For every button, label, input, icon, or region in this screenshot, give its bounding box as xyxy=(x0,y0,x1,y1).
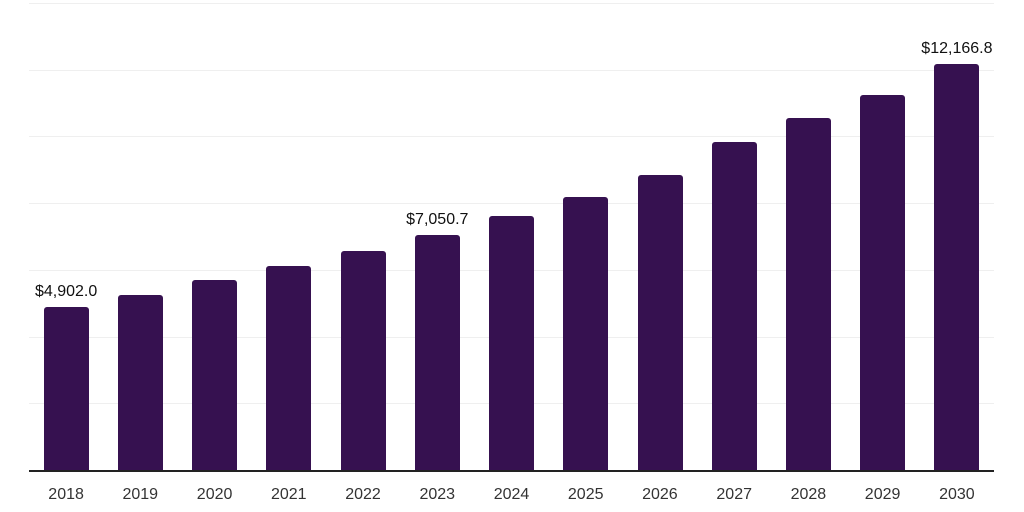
x-tick-2019: 2019 xyxy=(122,486,159,503)
x-tick-2022: 2022 xyxy=(345,486,381,503)
bar-2018[interactable] xyxy=(43,306,89,470)
bar-2030[interactable] xyxy=(934,64,980,470)
x-tick-2025: 2025 xyxy=(567,486,604,503)
bar-2022[interactable] xyxy=(340,251,386,470)
bar-2024[interactable] xyxy=(489,215,534,470)
x-tick-2023: 2023 xyxy=(419,486,456,503)
bar-2027[interactable] xyxy=(711,142,757,470)
value-label-2018: $4,902.0 xyxy=(34,282,98,300)
bar-2025[interactable] xyxy=(563,196,609,470)
gridline-12000 xyxy=(29,70,994,71)
x-tick-2030: 2030 xyxy=(939,486,975,503)
gridline-10000 xyxy=(29,136,994,137)
x-tick-2020: 2020 xyxy=(196,486,233,503)
bar-2029[interactable] xyxy=(860,94,906,470)
gridline-14000 xyxy=(29,3,994,4)
bar-2021[interactable] xyxy=(266,266,312,470)
x-tick-2024: 2024 xyxy=(493,486,530,503)
x-tick-2018: 2018 xyxy=(48,486,84,503)
bar-2026[interactable] xyxy=(637,174,683,470)
x-tick-2028: 2028 xyxy=(790,486,827,503)
x-tick-2029: 2029 xyxy=(864,486,901,503)
x-tick-2027: 2027 xyxy=(716,486,752,503)
x-axis-line xyxy=(29,470,994,472)
value-label-2023: $7,050.7 xyxy=(406,210,469,228)
value-label-2030: $12,166.8 xyxy=(921,40,993,58)
gridline-8000 xyxy=(29,203,994,204)
bar-2028[interactable] xyxy=(785,118,831,470)
x-tick-2026: 2026 xyxy=(642,486,678,503)
bar-2023[interactable] xyxy=(414,234,460,470)
bar-2020[interactable] xyxy=(192,279,238,470)
plot-area: $4,902.0 $7,050.7 $12,166.8 2018 2019 2020 20… xyxy=(29,0,994,512)
x-tick-2021: 2021 xyxy=(270,486,307,503)
bar-2019[interactable] xyxy=(117,294,163,470)
